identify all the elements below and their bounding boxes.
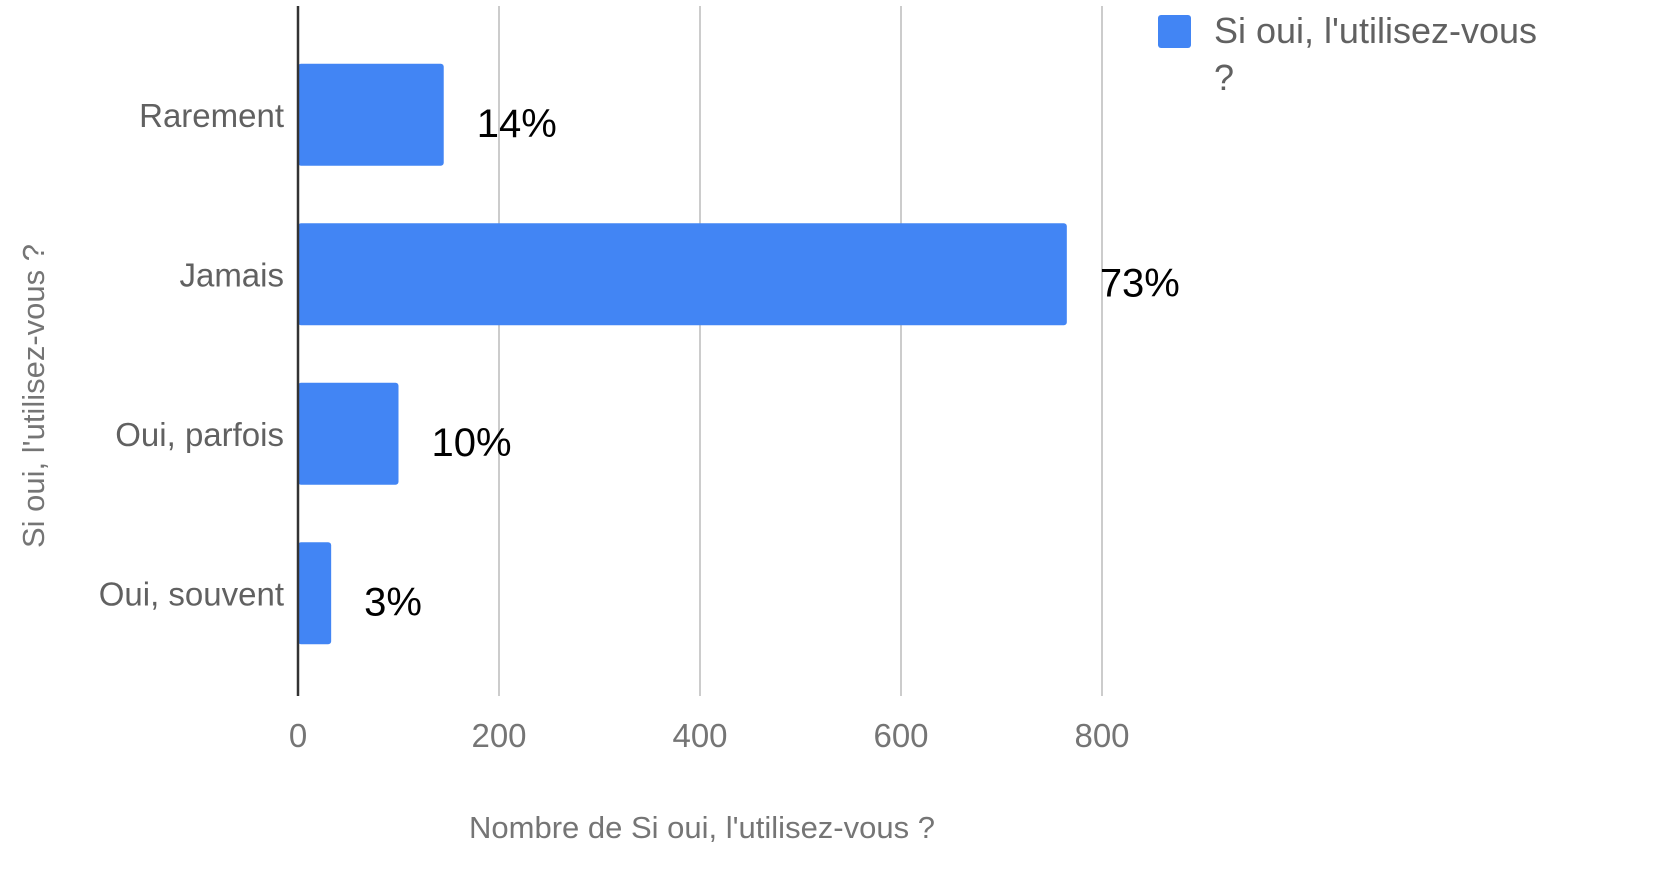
x-tick-label-400: 400: [672, 717, 727, 754]
data-label-oui-souvent: 3%: [364, 580, 422, 624]
data-label-jamais: 73%: [1100, 261, 1180, 305]
data-label-rarement: 14%: [477, 102, 557, 146]
legend-label-line-2: ?: [1214, 57, 1234, 98]
bar-jamais: [298, 223, 1067, 326]
category-label-oui-parfois: Oui, parfois: [115, 416, 284, 453]
x-tick-label-600: 600: [873, 717, 928, 754]
x-tick-labels: 0 200 400 600 800: [289, 717, 1130, 754]
gridlines: [498, 6, 1103, 696]
y-axis-title: Si oui, l'utilisez-vous ?: [16, 244, 51, 548]
bars: [298, 63, 1067, 645]
category-label-jamais: Jamais: [179, 256, 284, 293]
category-labels: Rarement Jamais Oui, parfois Oui, souvent: [99, 97, 284, 613]
x-axis-title: Nombre de Si oui, l'utilisez-vous ?: [469, 810, 935, 845]
legend-label-line-1: Si oui, l'utilisez-vous: [1214, 10, 1537, 51]
x-tick-label-0: 0: [289, 717, 307, 754]
bar-oui-parfois: [298, 382, 399, 485]
legend: Si oui, l'utilisez-vous ?: [1158, 10, 1537, 98]
x-tick-label-800: 800: [1074, 717, 1129, 754]
data-label-oui-parfois: 10%: [432, 421, 512, 465]
x-tick-label-200: 200: [471, 717, 526, 754]
bar-rarement: [298, 63, 444, 166]
category-label-oui-souvent: Oui, souvent: [99, 575, 284, 612]
category-label-rarement: Rarement: [139, 97, 284, 134]
data-labels: 14% 73% 10% 3%: [364, 102, 1180, 625]
bar-oui-souvent: [298, 542, 332, 645]
legend-swatch: [1158, 15, 1191, 48]
